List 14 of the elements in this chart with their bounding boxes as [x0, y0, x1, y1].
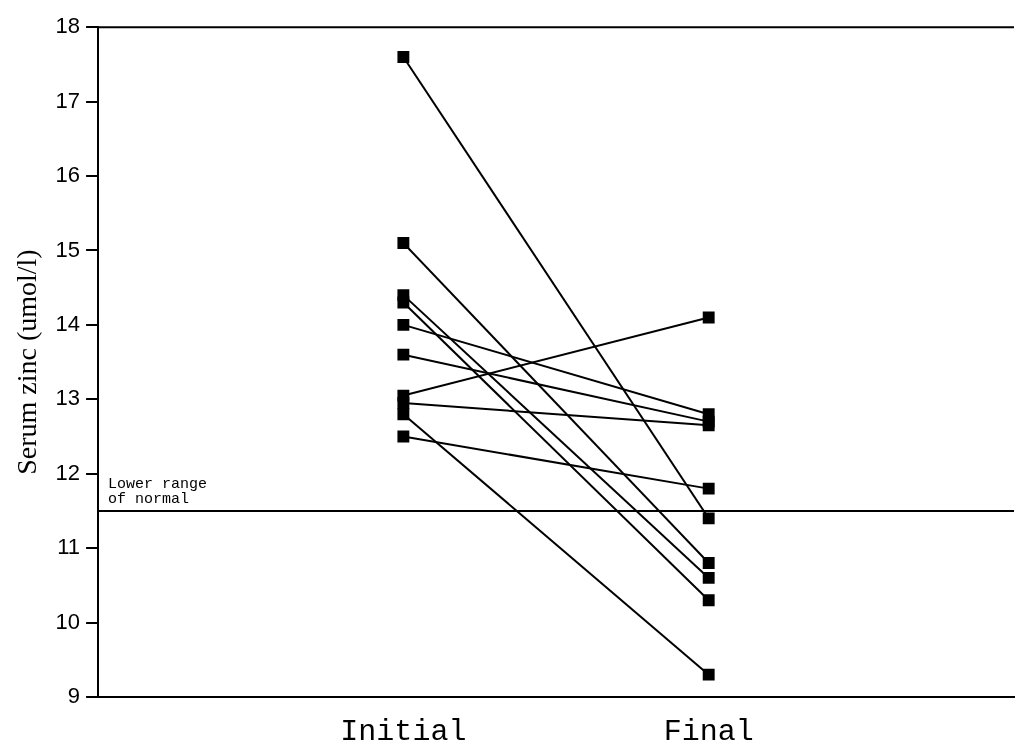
- y-tick-label: 10: [55, 608, 81, 634]
- y-tick-label: 12: [55, 459, 81, 485]
- y-tick-label: 14: [55, 310, 81, 336]
- y-tick-label: 9: [67, 683, 81, 709]
- y-tick-label: 11: [57, 534, 81, 560]
- y-tick-label: 16: [55, 162, 81, 188]
- y-tick-label: 15: [55, 236, 81, 262]
- y-tick-label: 18: [55, 13, 81, 39]
- y-tick-label: 13: [55, 385, 81, 411]
- y-tick-label: 17: [55, 87, 81, 113]
- x-tick-label: Final: [663, 714, 754, 749]
- x-tick-label: Initial: [340, 714, 467, 749]
- ref-line-label: Lower range of normal: [108, 476, 208, 509]
- y-axis-title: Serum zinc (umol/l): [11, 249, 43, 475]
